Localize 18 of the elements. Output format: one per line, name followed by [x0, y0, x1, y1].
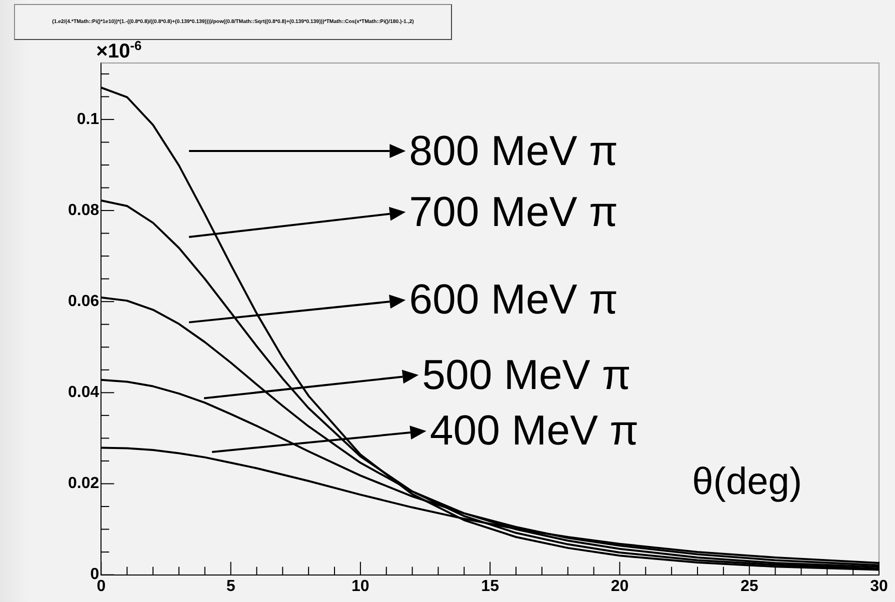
- y-tick-label: 0.08: [68, 202, 100, 219]
- y-tick-label: 0.1: [76, 110, 100, 128]
- x-tick-label: 20: [610, 578, 629, 595]
- legend-label: 700 MeV π: [409, 188, 618, 235]
- x-tick-label: 25: [740, 578, 758, 595]
- legend-label: 400 MeV π: [430, 406, 639, 454]
- legend-label: 800 MeV π: [409, 126, 618, 174]
- legend-label: 500 MeV π: [422, 350, 631, 398]
- y-tick-label: 0.04: [68, 384, 100, 402]
- y-tick-label: 0.06: [68, 293, 100, 310]
- x-axis-title: θ(deg): [692, 461, 802, 504]
- x-tick-label: 5: [226, 578, 236, 595]
- y-tick-label: 0.02: [68, 475, 100, 492]
- x-tick-label: 30: [870, 578, 888, 595]
- legend-label: 600 MeV π: [409, 275, 618, 322]
- text: ×10$^{-6}$: [96, 38, 142, 63]
- x-tick-label: 15: [481, 578, 500, 595]
- x-tick-label: 10: [352, 578, 370, 595]
